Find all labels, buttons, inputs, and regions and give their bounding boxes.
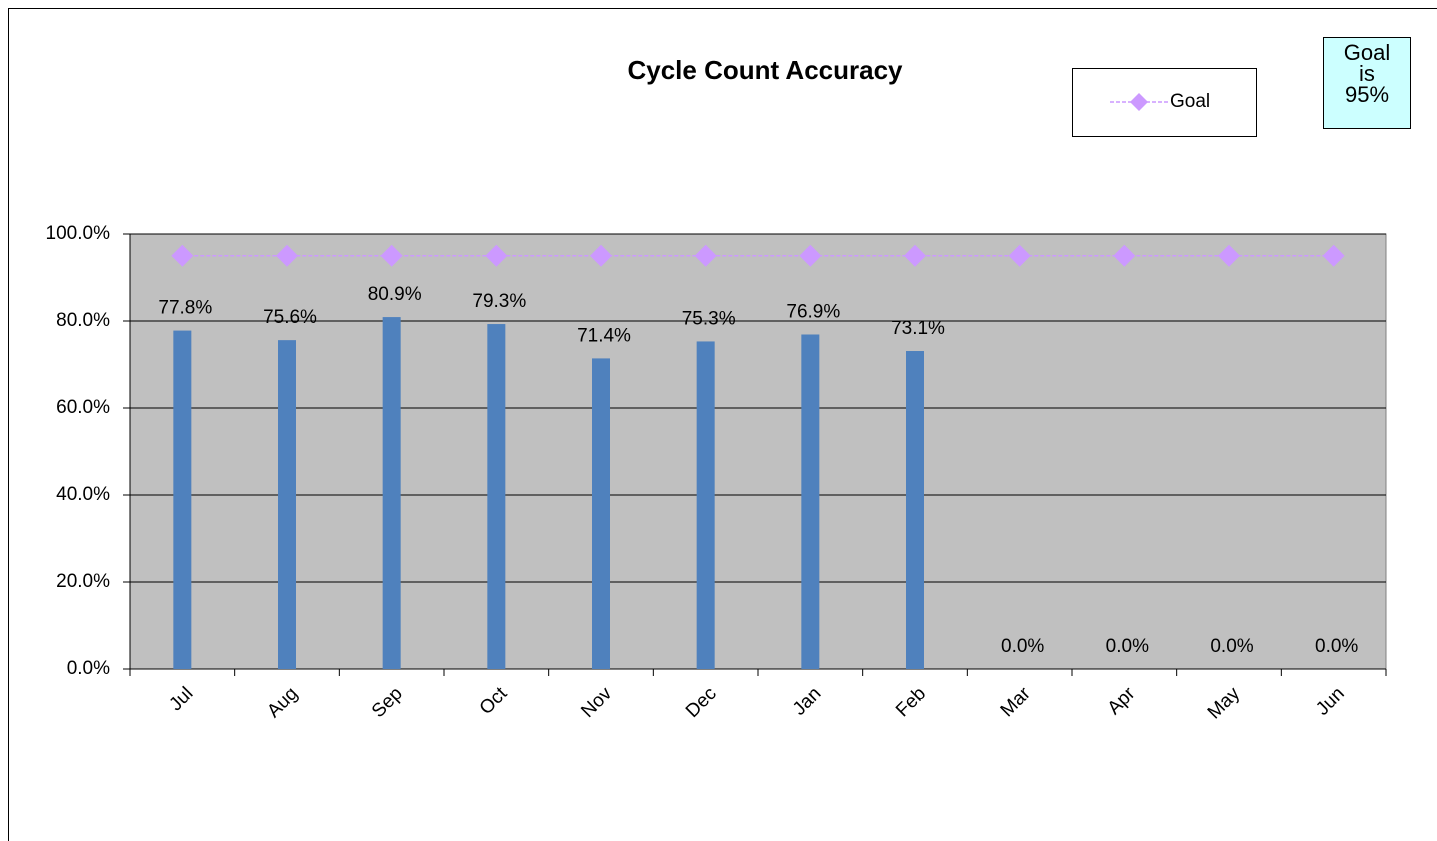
data-label: 75.6%	[263, 307, 317, 328]
goal-marker	[904, 244, 926, 267]
y-tick-label: 80.0%	[56, 310, 110, 331]
goal-marker	[171, 244, 194, 267]
bar	[696, 341, 715, 669]
bar	[382, 317, 401, 669]
goal-note: Goal is 95%	[1323, 37, 1411, 129]
y-tick-label: 0.0%	[67, 658, 110, 679]
bar	[592, 358, 610, 669]
plot-area	[129, 233, 1387, 670]
goal-marker	[799, 244, 822, 267]
goal-marker	[590, 244, 612, 267]
data-label: 0.0%	[1210, 636, 1253, 657]
data-label: 77.8%	[158, 298, 212, 319]
bar	[801, 334, 820, 669]
bar	[278, 340, 296, 669]
goal-marker	[485, 244, 508, 267]
data-label: 73.1%	[891, 318, 945, 339]
data-label: 80.9%	[368, 284, 422, 305]
y-tick-label: 100.0%	[46, 223, 111, 244]
bar	[906, 351, 924, 669]
legend-label: Goal	[1170, 91, 1210, 112]
goal-marker	[694, 244, 717, 267]
y-tick-label: 40.0%	[56, 484, 110, 505]
goal-marker	[380, 244, 403, 267]
goal-marker	[1322, 244, 1345, 267]
y-tick-label: 60.0%	[56, 397, 110, 418]
data-label: 76.9%	[786, 302, 840, 323]
bar	[173, 330, 192, 669]
goal-marker	[1008, 244, 1031, 267]
data-label: 0.0%	[1315, 636, 1358, 657]
data-label: 0.0%	[1106, 636, 1149, 657]
legend-marker	[1130, 93, 1148, 111]
goal-marker	[276, 244, 298, 267]
data-label: 71.4%	[577, 325, 631, 346]
y-tick-label: 20.0%	[56, 571, 110, 592]
data-label: 0.0%	[1001, 636, 1044, 657]
data-label: 79.3%	[472, 291, 526, 312]
goal-marker	[1218, 244, 1240, 267]
data-label: 75.3%	[682, 308, 736, 329]
bar	[487, 324, 506, 669]
goal-marker	[1113, 244, 1136, 267]
chart-title: Cycle Count Accuracy	[627, 55, 903, 85]
